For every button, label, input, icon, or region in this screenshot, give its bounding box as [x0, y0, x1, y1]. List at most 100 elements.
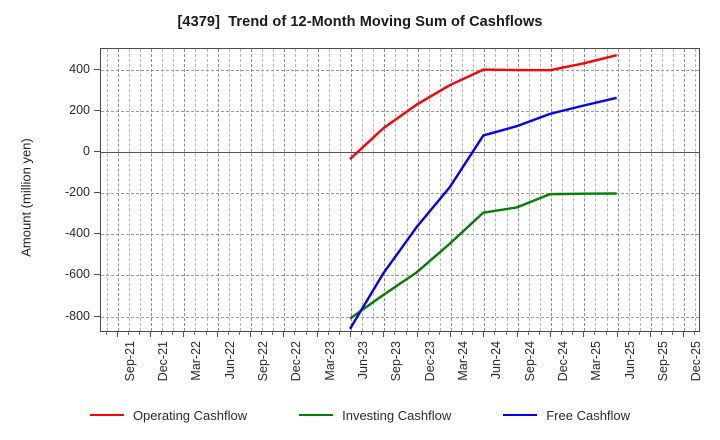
- x-tick-mark: [350, 332, 351, 337]
- gridline-vertical: [162, 49, 164, 331]
- gridline-horizontal: [101, 110, 699, 112]
- legend-item[interactable]: Operating Cashflow: [89, 408, 247, 423]
- x-tick-mark: [283, 332, 285, 337]
- x-tick-mark: [394, 332, 396, 335]
- x-tick-mark: [150, 332, 151, 337]
- x-tick-mark: [361, 332, 363, 335]
- y-tick-mark: [94, 274, 100, 276]
- gridline-vertical: [251, 49, 252, 331]
- gridline-vertical: [517, 49, 519, 331]
- legend-color-swatch: [299, 414, 334, 416]
- x-tick-mark: [227, 332, 229, 335]
- gridline-vertical: [639, 49, 641, 331]
- x-tick-mark: [472, 332, 474, 335]
- x-tick-mark: [616, 332, 618, 337]
- gridline-vertical: [117, 49, 119, 331]
- gridline-vertical: [551, 49, 552, 331]
- y-tick-label: -200: [64, 185, 90, 200]
- x-tick-mark: [205, 332, 207, 335]
- x-tick-mark: [127, 332, 129, 335]
- x-tick-label: Jun-22: [222, 341, 237, 380]
- y-tick-label: -800: [64, 308, 90, 323]
- x-tick-mark: [627, 332, 629, 335]
- x-tick-label: Mar-22: [189, 341, 204, 381]
- y-tick-label: -400: [64, 226, 90, 241]
- x-tick-mark: [161, 332, 163, 335]
- x-tick-label: Sep-25: [656, 341, 670, 382]
- chart-title: [4379] Trend of 12-Month Moving Sum of C…: [177, 14, 543, 30]
- legend-color-swatch: [503, 414, 538, 416]
- series-lines: [348, 54, 617, 330]
- gridline-horizontal: [101, 275, 699, 277]
- gridline-vertical: [462, 49, 464, 331]
- x-tick-mark: [294, 332, 296, 335]
- gridline-vertical: [628, 49, 630, 331]
- x-tick-label: Jun-23: [356, 341, 370, 380]
- gridline-vertical: [239, 49, 241, 331]
- gridline-vertical: [284, 49, 286, 331]
- x-tick-mark: [494, 332, 496, 335]
- gridline-horizontal: [101, 234, 699, 236]
- gridline-vertical: [106, 49, 108, 331]
- plot-area: [100, 48, 700, 332]
- gridline-vertical: [573, 49, 575, 331]
- gridline-vertical: [617, 49, 619, 331]
- y-tick-mark: [94, 150, 100, 152]
- x-tick-mark: [272, 332, 274, 335]
- x-tick-label: Dec-24: [556, 341, 570, 382]
- x-tick-mark: [194, 332, 196, 335]
- x-tick-mark: [105, 332, 107, 335]
- y-tick-label: -600: [64, 267, 90, 282]
- gridline-vertical: [295, 49, 297, 331]
- gridline-horizontal: [101, 193, 699, 195]
- y-tick-mark: [94, 192, 100, 194]
- series-line: [349, 54, 617, 161]
- x-tick-mark: [594, 332, 596, 335]
- gridline-vertical: [695, 49, 697, 331]
- gridline-vertical: [595, 49, 597, 331]
- x-tick-label: Dec-23: [422, 341, 437, 382]
- x-tick-mark: [238, 332, 240, 335]
- legend-label: Free Cashflow: [546, 407, 631, 423]
- gridline-vertical: [606, 49, 608, 331]
- series-line: [349, 192, 617, 320]
- x-tick-label: Sep-23: [389, 341, 404, 382]
- gridline-vertical: [651, 49, 652, 331]
- gridline-vertical: [373, 49, 375, 331]
- gridline-vertical: [662, 49, 664, 331]
- gridline-vertical: [217, 49, 219, 331]
- x-tick-label: Sep-24: [522, 341, 537, 382]
- x-tick-mark: [505, 332, 507, 335]
- x-tick-mark: [461, 332, 463, 335]
- x-tick-mark: [672, 332, 674, 335]
- x-tick-label: Sep-22: [256, 341, 270, 382]
- x-tick-mark: [416, 332, 418, 337]
- gridline-vertical: [539, 49, 541, 331]
- gridline-vertical: [339, 49, 341, 331]
- y-tick-mark: [94, 233, 100, 235]
- gridline-vertical: [673, 49, 675, 331]
- gridline-vertical: [317, 49, 319, 331]
- gridline-vertical: [417, 49, 419, 331]
- x-tick-mark: [561, 332, 563, 335]
- x-tick-label: Dec-22: [289, 341, 304, 382]
- x-tick-mark: [405, 332, 407, 335]
- y-tick-mark: [94, 315, 100, 317]
- legend-item[interactable]: Investing Cashflow: [299, 408, 451, 423]
- gridline-vertical: [484, 49, 486, 331]
- y-tick-label: 0: [83, 143, 90, 158]
- x-tick-label: Dec-25: [689, 341, 704, 382]
- y-tick-mark: [94, 109, 100, 111]
- x-tick-mark: [550, 332, 551, 337]
- x-tick-mark: [527, 332, 529, 335]
- gridline-vertical: [351, 49, 352, 331]
- x-tick-mark: [605, 332, 607, 335]
- x-tick-label: Mar-25: [589, 341, 604, 381]
- x-tick-label: Jun-25: [622, 341, 637, 380]
- x-tick-mark: [338, 332, 340, 335]
- legend-item[interactable]: Free Cashflow: [503, 408, 630, 423]
- y-tick-label: 400: [69, 61, 90, 76]
- x-tick-mark: [305, 332, 307, 335]
- x-tick-mark: [250, 332, 251, 337]
- gridline-vertical: [384, 49, 386, 331]
